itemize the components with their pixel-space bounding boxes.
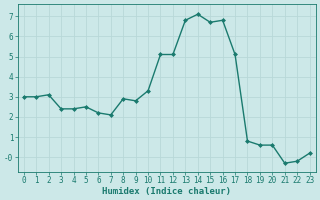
X-axis label: Humidex (Indice chaleur): Humidex (Indice chaleur): [102, 187, 231, 196]
